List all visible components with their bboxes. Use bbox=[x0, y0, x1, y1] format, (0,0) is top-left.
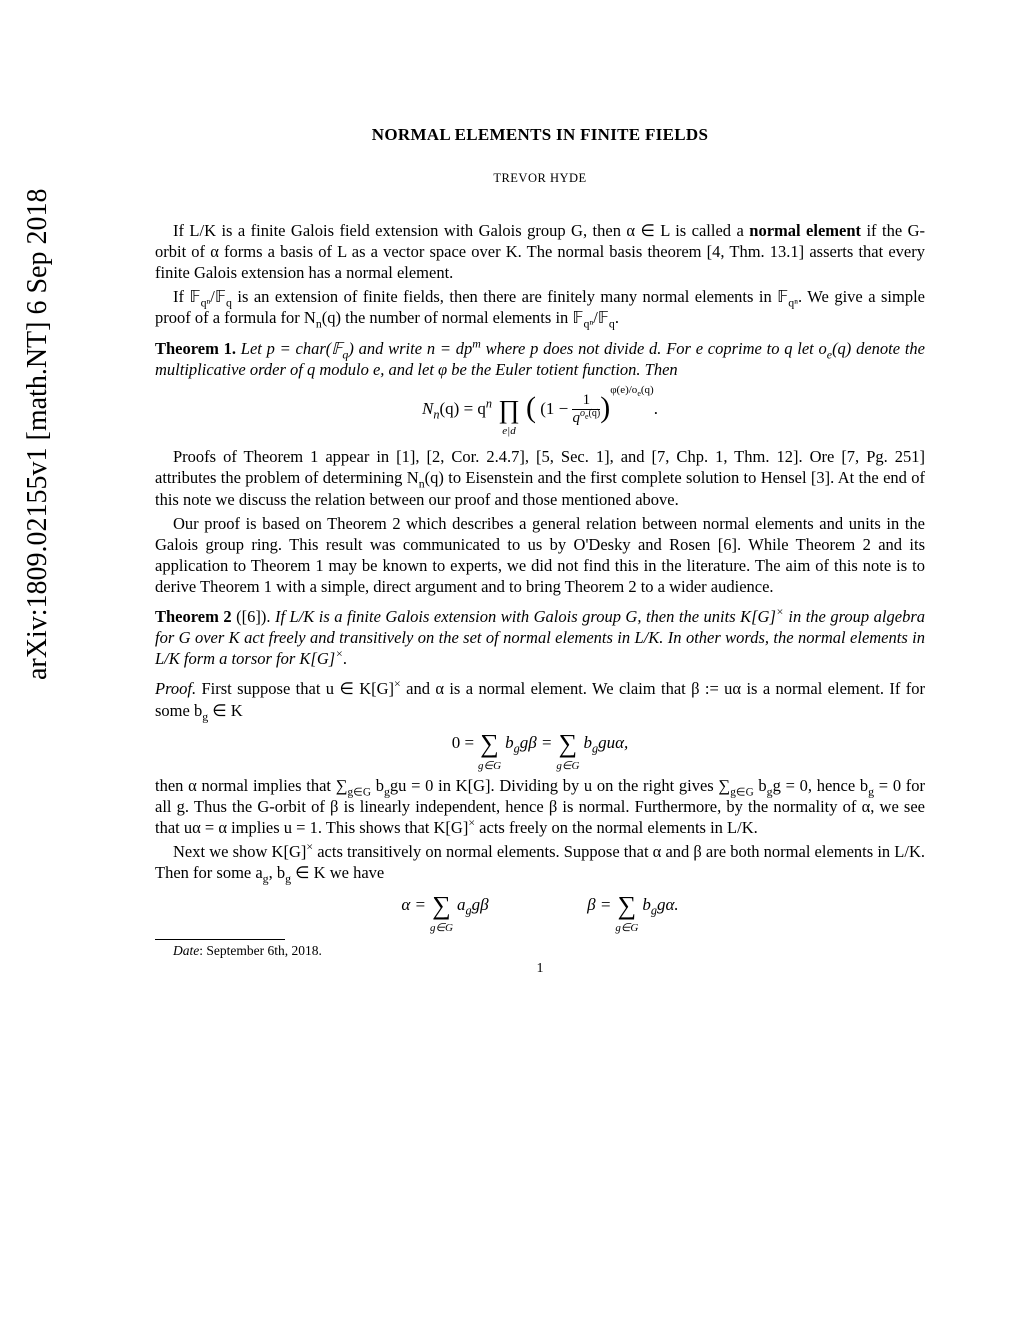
theorem-2: Theorem 2 ([6]). If L/K is a finite Galo… bbox=[155, 606, 925, 669]
text: (q) the number of normal elements in 𝔽 bbox=[322, 308, 584, 327]
text: gα. bbox=[657, 895, 679, 914]
intro-para-2: If 𝔽qⁿ/𝔽q is an extension of finite fiel… bbox=[155, 286, 925, 328]
superscript: n bbox=[486, 396, 492, 410]
para-our-proof: Our proof is based on Theorem 2 which de… bbox=[155, 513, 925, 597]
lhs-N: N bbox=[422, 399, 433, 418]
footnote-text: : September 6th, 2018. bbox=[199, 943, 322, 958]
paper-body: NORMAL ELEMENTS IN FINITE FIELDS TREVOR … bbox=[155, 0, 925, 977]
text: acts freely on the normal elements in L/… bbox=[475, 818, 758, 837]
superscript: × bbox=[335, 647, 343, 661]
text: ∈ K we have bbox=[291, 863, 384, 882]
text: b bbox=[579, 733, 592, 752]
text: First suppose that u ∈ K[G] bbox=[196, 679, 394, 698]
footnote-label: Date bbox=[173, 943, 199, 958]
text: guα, bbox=[598, 733, 628, 752]
page-number: 1 bbox=[155, 961, 925, 977]
text: gβ bbox=[472, 895, 489, 914]
intro-para-1: If L/K is a finite Galois field extensio… bbox=[155, 220, 925, 283]
text: g = 0, hence b bbox=[773, 776, 869, 795]
text: a bbox=[453, 895, 466, 914]
text: is an extension of finite fields, then t… bbox=[232, 287, 788, 306]
exp-phi: φ(e)/o bbox=[610, 384, 637, 396]
period: . bbox=[654, 399, 658, 418]
text: If 𝔽 bbox=[173, 287, 201, 306]
proof-para-1: Proof. First suppose that u ∈ K[G]× and … bbox=[155, 678, 925, 720]
text: b bbox=[754, 776, 767, 795]
sum-sub: g∈G bbox=[615, 921, 638, 934]
paper-title: NORMAL ELEMENTS IN FINITE FIELDS bbox=[155, 125, 925, 145]
text: If L/K is a finite Galois field extensio… bbox=[173, 221, 749, 240]
frac-q: q bbox=[572, 410, 580, 426]
subscript: qⁿ bbox=[788, 296, 798, 310]
theorem-2-cite: ([6]). bbox=[232, 607, 271, 626]
text: gu = 0 in K[G]. Dividing by u on the rig… bbox=[390, 776, 730, 795]
text: b bbox=[371, 776, 384, 795]
text: , b bbox=[269, 863, 286, 882]
text: Let p = char(𝔽 bbox=[236, 339, 342, 358]
proof-para-2: then α normal implies that ∑g∈G bggu = 0… bbox=[155, 775, 925, 838]
product-symbol: ∏ bbox=[498, 397, 519, 423]
text: where p does not divide d. For e coprime… bbox=[481, 339, 827, 358]
text: If L/K is a finite Galois extension with… bbox=[270, 607, 775, 626]
text: . bbox=[343, 649, 347, 668]
text: b bbox=[638, 895, 651, 914]
proof-head: Proof. bbox=[155, 679, 196, 698]
superscript: × bbox=[776, 605, 784, 619]
close-paren: ) bbox=[600, 391, 610, 424]
theorem-2-head: Theorem 2 bbox=[155, 607, 232, 626]
theorem-1-body: Let p = char(𝔽q) and write n = dpm where… bbox=[155, 339, 925, 379]
arxiv-identifier: arXiv:1809.02155v1 [math.NT] 6 Sep 2018 bbox=[22, 189, 54, 681]
footnote-rule bbox=[155, 939, 285, 940]
frac-q-paren: (q) bbox=[589, 408, 601, 419]
para-proofs: Proofs of Theorem 1 appear in [1], [2, C… bbox=[155, 446, 925, 509]
formula-1: Nn(q) = qn ∏ e|d ( (1 − 1 qoe(q) )φ(e)/o… bbox=[155, 388, 925, 427]
text: Next we show K[G] bbox=[173, 842, 306, 861]
formula-3: α = ∑ g∈G aggβ β = ∑ g∈G bggα. bbox=[155, 891, 925, 921]
text: /𝔽 bbox=[593, 308, 609, 327]
term-normal-element: normal element bbox=[749, 221, 861, 240]
text: ∈ K bbox=[208, 701, 243, 720]
text: gβ = bbox=[520, 733, 557, 752]
text: b bbox=[501, 733, 514, 752]
text: 0 = bbox=[452, 733, 479, 752]
text: (1 − bbox=[536, 399, 573, 418]
proof-para-3: Next we show K[G]× acts transitively on … bbox=[155, 841, 925, 883]
theorem-1: Theorem 1. Let p = char(𝔽q) and write n … bbox=[155, 338, 925, 380]
formula-2: 0 = ∑ g∈G bggβ = ∑ g∈G bgguα, bbox=[155, 729, 925, 759]
superscript: m bbox=[472, 336, 481, 350]
text: then α normal implies that ∑ bbox=[155, 776, 347, 795]
text: . bbox=[615, 308, 619, 327]
sum-sub: g∈G bbox=[430, 921, 453, 934]
text: (q) = q bbox=[440, 399, 486, 418]
text: α = bbox=[401, 895, 430, 914]
superscript: × bbox=[394, 677, 401, 691]
theorem-1-head: Theorem 1. bbox=[155, 339, 236, 358]
text: /𝔽 bbox=[210, 287, 226, 306]
paper-author: TREVOR HYDE bbox=[155, 171, 925, 186]
sum-sub: g∈G bbox=[556, 759, 579, 772]
text: ) and write n = dp bbox=[348, 339, 472, 358]
sum-sub: g∈G bbox=[478, 759, 501, 772]
text: β = bbox=[587, 895, 615, 914]
subscript: qⁿ bbox=[584, 317, 594, 331]
theorem-2-body: If L/K is a finite Galois extension with… bbox=[155, 607, 925, 668]
footnote-date: Date: September 6th, 2018. bbox=[155, 943, 925, 959]
exp-q: (q) bbox=[641, 384, 654, 396]
product-sub: e|d bbox=[502, 425, 515, 437]
